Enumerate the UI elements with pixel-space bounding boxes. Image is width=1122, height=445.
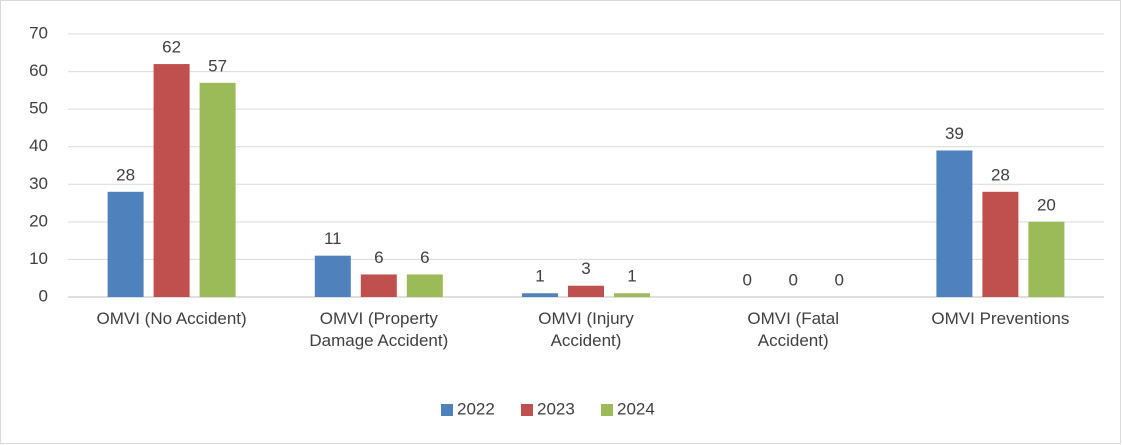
legend-swatch xyxy=(521,404,533,416)
data-label: 39 xyxy=(945,124,964,143)
x-tick-label: OMVI Preventions xyxy=(931,309,1070,328)
x-tick-label: OMVI (No Accident) xyxy=(96,309,247,328)
bar xyxy=(406,274,443,297)
bar xyxy=(982,191,1019,297)
x-tick-label-box: OMVI (Fatal Accident) xyxy=(747,309,839,350)
data-label: 1 xyxy=(627,267,636,286)
data-label: 11 xyxy=(324,229,342,248)
data-label: 0 xyxy=(742,270,751,289)
y-tick-label: 0 xyxy=(39,286,48,305)
bar xyxy=(153,64,190,297)
data-label: 1 xyxy=(535,267,544,286)
bar xyxy=(360,274,397,297)
bar xyxy=(199,82,236,297)
legend-label: 2024 xyxy=(617,399,655,418)
bar xyxy=(314,255,351,297)
legend-label: 2022 xyxy=(457,399,495,418)
y-tick-label: 10 xyxy=(29,249,48,268)
data-label: 3 xyxy=(581,259,590,278)
bar xyxy=(614,293,650,297)
data-label: 62 xyxy=(162,38,181,57)
x-tick-label: OMVI (Property Damage Accident) xyxy=(309,309,449,350)
y-tick-label: 50 xyxy=(29,99,48,118)
legend-label: 2023 xyxy=(537,399,575,418)
y-tick-label: 20 xyxy=(29,211,48,230)
bar xyxy=(936,150,973,297)
legend-swatch xyxy=(441,404,453,416)
y-tick-label: 40 xyxy=(29,136,48,155)
legend-swatch xyxy=(601,404,613,416)
data-label: 57 xyxy=(208,56,227,75)
data-label: 0 xyxy=(834,270,843,289)
bar xyxy=(1028,221,1065,297)
bar xyxy=(522,293,558,297)
data-label: 28 xyxy=(116,165,135,184)
bar xyxy=(568,285,604,297)
y-tick-label: 70 xyxy=(29,23,48,42)
x-tick-label-box: OMVI (No Accident) xyxy=(96,309,247,328)
data-label: 20 xyxy=(1037,195,1056,214)
bar xyxy=(107,191,144,297)
data-label: 6 xyxy=(374,248,383,267)
data-label: 6 xyxy=(420,248,429,267)
x-tick-label-box: OMVI (Injury Accident) xyxy=(538,309,634,350)
data-label: 0 xyxy=(788,270,797,289)
x-tick-label: OMVI (Fatal Accident) xyxy=(747,309,839,350)
y-tick-label: 30 xyxy=(29,174,48,193)
x-tick-label: OMVI (Injury Accident) xyxy=(538,309,634,350)
y-tick-label: 60 xyxy=(29,61,48,80)
x-tick-label-box: OMVI Preventions xyxy=(931,309,1070,328)
data-label: 28 xyxy=(991,165,1010,184)
x-tick-label-box: OMVI (Property Damage Accident) xyxy=(309,309,449,350)
